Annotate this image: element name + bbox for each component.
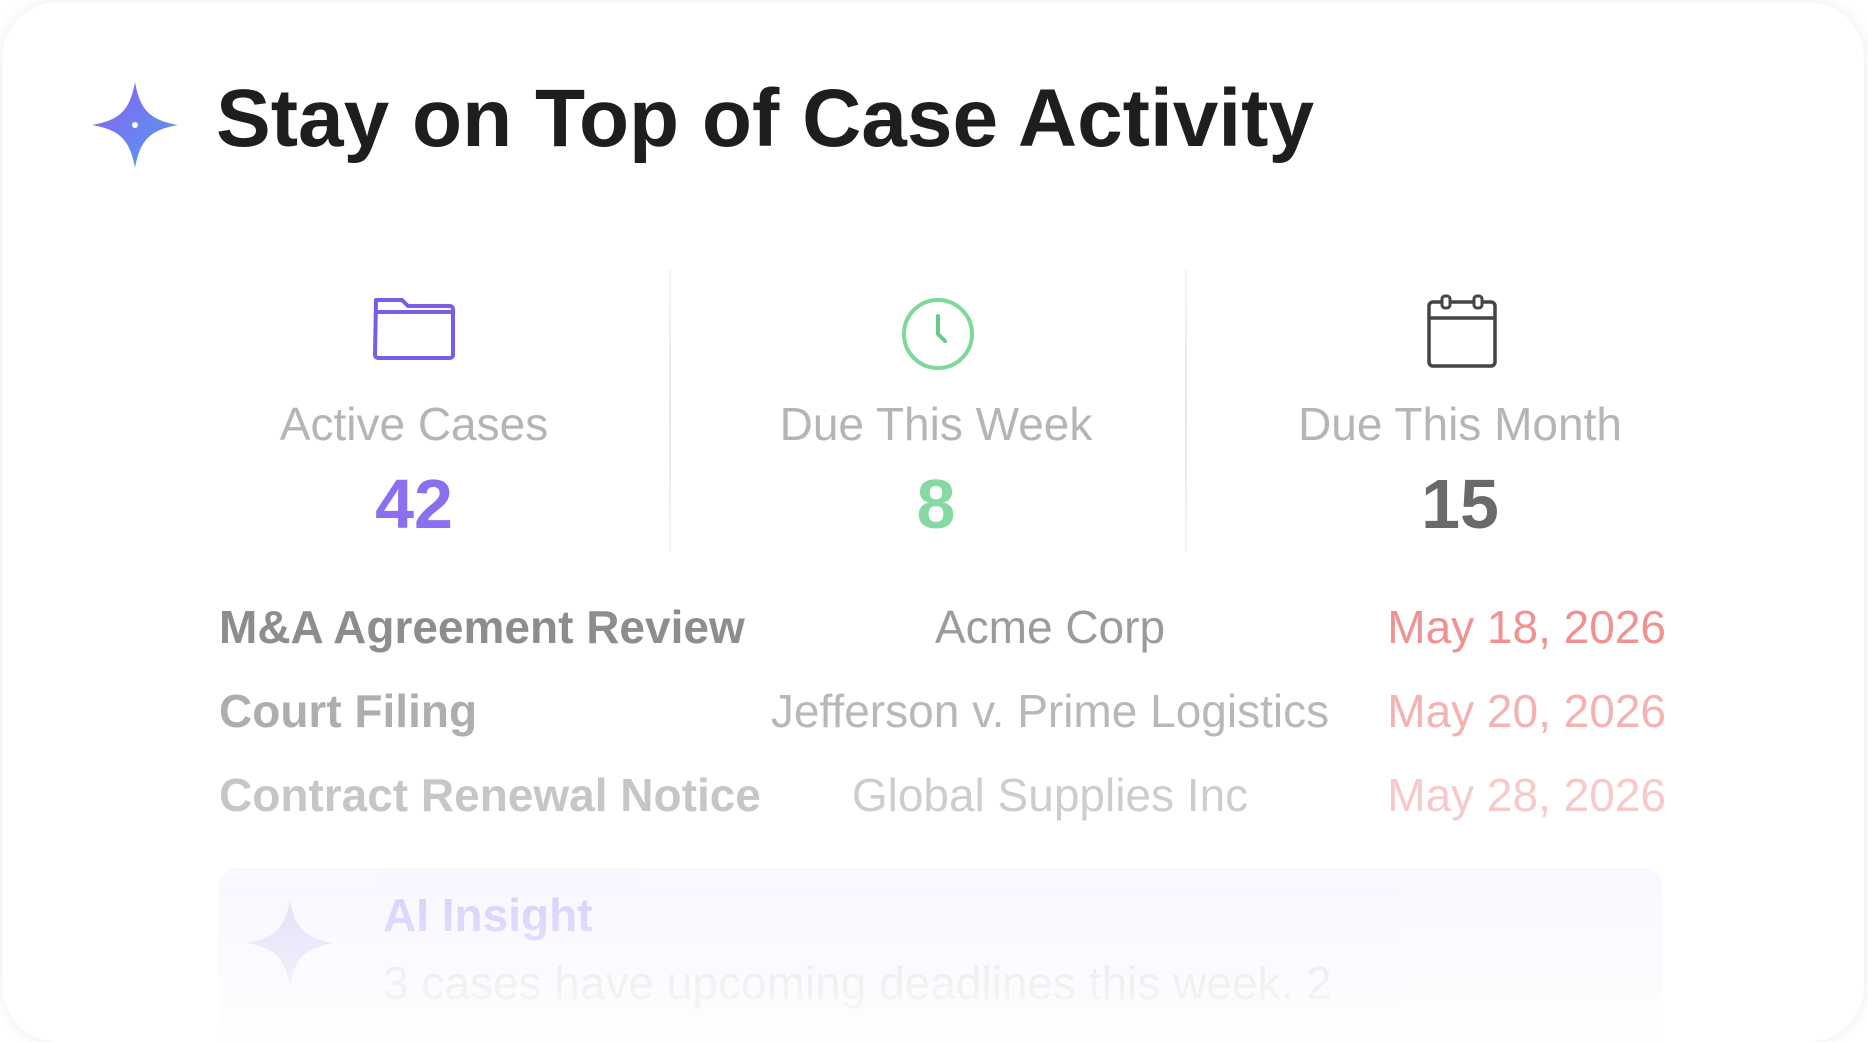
insight-text: 3 cases have upcoming deadlines this wee… bbox=[383, 957, 1332, 1009]
stat-label: Due This Month bbox=[1298, 398, 1622, 450]
calendar-icon bbox=[1427, 294, 1497, 368]
folder-icon bbox=[373, 298, 455, 360]
case-client: Acme Corp bbox=[934, 601, 1166, 653]
case-row: M&A Agreement Review Acme Corp May 18, 202… bbox=[2, 600, 1864, 660]
case-title: Court Filing bbox=[219, 685, 478, 737]
case-date: May 28, 2026 bbox=[1387, 769, 1666, 821]
stat-value: 8 bbox=[916, 465, 956, 543]
stat-label: Due This Week bbox=[779, 398, 1093, 450]
page: {"header": {"title": "Stay on Top of Cas… bbox=[2, 73, 1864, 1042]
case-client: Global Supplies Inc bbox=[851, 769, 1249, 821]
stat-value: 15 bbox=[1421, 465, 1499, 543]
title: Stay on Top of Case Activity bbox=[216, 73, 1315, 164]
stat-label: Active Cases bbox=[279, 398, 549, 450]
case-client: Jefferson v. Prime Logistics bbox=[770, 685, 1330, 737]
stat-value: 42 bbox=[375, 465, 453, 543]
case-row: Court Filing Jefferson v. Prime Logistics… bbox=[2, 684, 1864, 744]
clock-icon bbox=[902, 298, 974, 370]
divider bbox=[669, 270, 671, 552]
case-title: M&A Agreement Review bbox=[219, 601, 745, 653]
insight-box: AI Insight 3 cases have upcoming deadlin… bbox=[219, 868, 1662, 1042]
insight-icon bbox=[247, 900, 333, 986]
case-row: Contract Renewal Notice Global Supplies I… bbox=[2, 768, 1864, 828]
insight-title: AI Insight bbox=[383, 889, 593, 941]
case-date: May 20, 2026 bbox=[1387, 685, 1666, 737]
case-date: May 18, 2026 bbox=[1387, 601, 1666, 653]
case-title: Contract Renewal Notice bbox=[219, 769, 761, 821]
divider bbox=[1185, 270, 1187, 552]
sparkle-icon bbox=[92, 82, 178, 168]
